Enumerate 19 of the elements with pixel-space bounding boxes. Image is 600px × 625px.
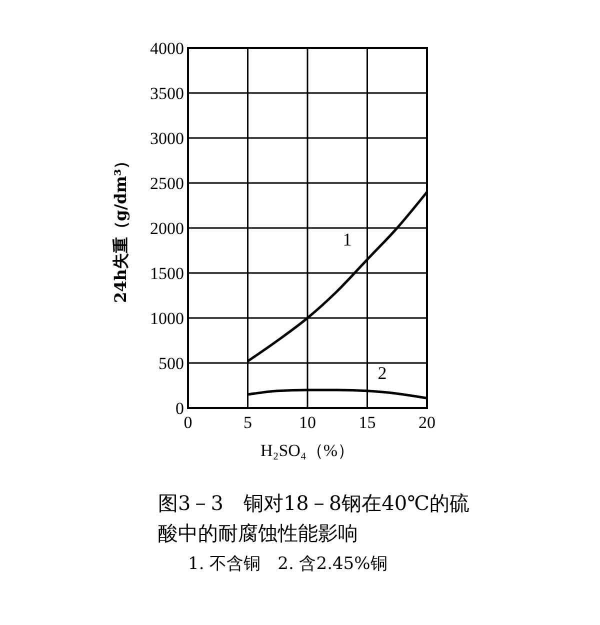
y-tick-label: 1000 bbox=[150, 308, 184, 328]
text: 1. 不含铜 2. 含2.45%铜 bbox=[188, 553, 388, 575]
y-tick-label: 3500 bbox=[150, 84, 184, 103]
x-tick-label: 10 bbox=[299, 413, 316, 432]
x-axis-title: H₂SO₄（%） bbox=[260, 441, 355, 460]
y-tick-label: 3000 bbox=[150, 128, 184, 148]
y-tick-label: 0 bbox=[176, 398, 184, 418]
y-tick-label: 2500 bbox=[150, 174, 184, 193]
y-axis-title: 24h失重（g/dm³） bbox=[111, 152, 130, 304]
y-tick-label: 2000 bbox=[150, 218, 184, 238]
y-tick-label: 4000 bbox=[150, 38, 184, 58]
y-tick-label: 1500 bbox=[150, 264, 184, 283]
x-tick-label: 20 bbox=[418, 413, 436, 432]
series-label: 1 bbox=[342, 230, 352, 250]
x-tick-label: 15 bbox=[358, 413, 376, 432]
series-label: 2 bbox=[378, 362, 387, 383]
x-tick-label: 5 bbox=[244, 413, 252, 432]
text: 图3－3 铜对18－8钢在40℃的硫酸中的耐腐蚀性能影响 bbox=[158, 490, 470, 547]
y-tick-label: 500 bbox=[158, 354, 184, 373]
